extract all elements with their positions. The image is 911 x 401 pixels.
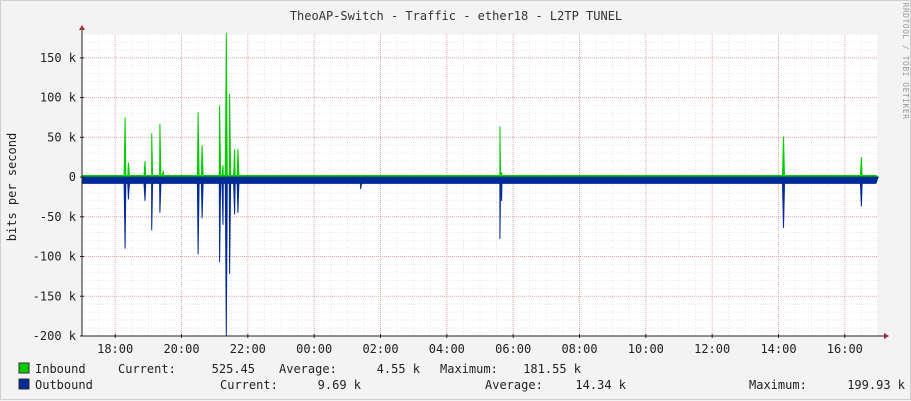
y-tick-label: -150 k (33, 289, 77, 303)
legend-current-value: 525.45 (212, 362, 255, 376)
y-tick-label: -50 k (40, 210, 77, 224)
legend-current-label: Current: (118, 362, 176, 376)
x-tick-label: 00:00 (296, 342, 332, 356)
legend-average-label: Average: (279, 362, 337, 376)
legend-current-value: 9.69 k (318, 378, 362, 392)
y-tick-label: 150 k (40, 51, 77, 65)
legend-current-label: Current: (220, 378, 278, 392)
y-tick-label: 0 (69, 170, 76, 184)
x-tick-label: 14:00 (760, 342, 796, 356)
x-tick-label: 22:00 (230, 342, 266, 356)
x-tick-label: 06:00 (495, 342, 531, 356)
rrdtool-credit: RRDTOOL / TOBI OETIKER (901, 3, 910, 120)
x-tick-label: 04:00 (429, 342, 465, 356)
y-tick-label: 50 k (47, 130, 77, 144)
legend-swatch-outbound (18, 378, 30, 390)
legend: Inbound Current: 525.45 Average: 4.55 k Maxim… (18, 362, 906, 392)
x-tick-label: 12:00 (694, 342, 730, 356)
x-tick-label: 16:00 (827, 342, 863, 356)
y-axis-label: bits per second (5, 133, 19, 241)
x-tick-label: 20:00 (163, 342, 199, 356)
series-area-inbound (81, 32, 880, 178)
x-tick-label: 18:00 (97, 342, 133, 356)
chart-title: TheoAP-Switch - Traffic - ether18 - L2TP… (290, 9, 622, 23)
x-tick-label: 08:00 (561, 342, 597, 356)
legend-average-value: 4.55 k (377, 362, 421, 376)
legend-average-value: 14.34 k (575, 378, 626, 392)
legend-maximum-label: Maximum: (440, 362, 498, 376)
plot-area: 150 k 100 k 50 k 0 -50 k -100 k -150 k -200 k 18… (33, 25, 889, 356)
legend-maximum-value: 199.93 k (847, 378, 906, 392)
y-tick-label: -200 k (33, 329, 77, 343)
x-axis-arrow (884, 333, 889, 339)
y-tick-label: 100 k (40, 91, 77, 105)
legend-swatch-inbound (18, 362, 30, 374)
y-tick-label: -100 k (33, 250, 77, 264)
x-tick-label: 02:00 (362, 342, 398, 356)
legend-maximum-label: Maximum: (749, 378, 807, 392)
legend-series-name: Inbound (35, 362, 86, 376)
legend-maximum-value: 181.55 k (523, 362, 582, 376)
y-axis-arrow (79, 25, 85, 30)
series-area-outbound (81, 176, 879, 336)
legend-series-name: Outbound (35, 378, 93, 392)
x-tick-label: 10:00 (628, 342, 664, 356)
legend-average-label: Average: (485, 378, 543, 392)
